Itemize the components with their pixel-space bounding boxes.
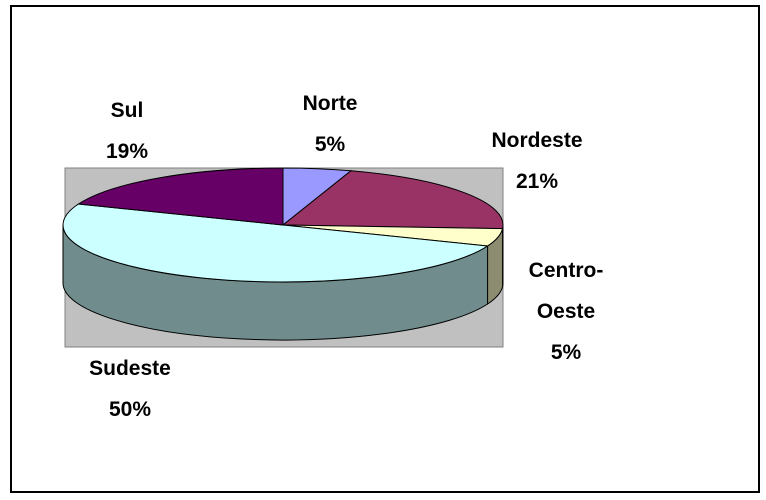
pie-slice: [281, 170, 504, 230]
pie-tops: [62, 167, 504, 283]
slice-label: Nordeste 21%: [481, 120, 593, 202]
slice-label: Norte 5%: [274, 83, 386, 165]
slice-value: 19%: [105, 140, 149, 163]
slice-name: Sudeste: [89, 357, 171, 380]
slice-value: 5%: [314, 133, 346, 156]
slice-value: 21%: [515, 170, 559, 193]
slice-name: Centro-Oeste: [528, 259, 604, 323]
slice-label: Sudeste 50%: [74, 348, 186, 430]
slice-value: 50%: [108, 398, 152, 421]
slice-value: 5%: [550, 341, 582, 364]
slice-label: Centro-Oeste 5%: [510, 250, 622, 373]
slice-name: Sul: [110, 99, 144, 122]
slice-name: Nordeste: [491, 129, 583, 152]
pie-slice: [62, 203, 490, 283]
slice-label: Sul 19%: [71, 90, 183, 172]
pie-slice: [76, 167, 284, 226]
slice-name: Norte: [302, 92, 358, 115]
